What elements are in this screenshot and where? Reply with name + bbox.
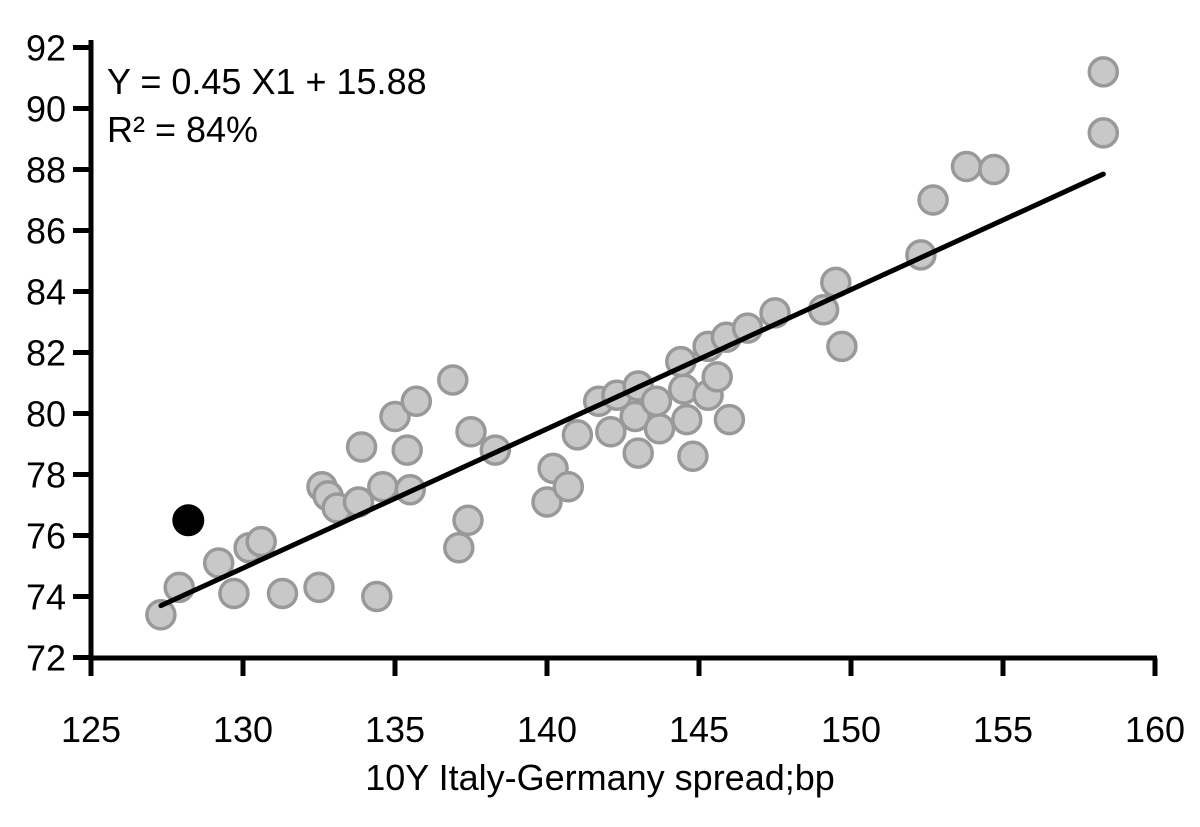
data-point: [531, 486, 563, 518]
data-point: [1087, 56, 1120, 88]
axes: 72 74 76 78 80 82 84 86 88 90 92 125 130 135 140 145 150…: [26, 28, 1185, 751]
data-point: [561, 419, 594, 451]
data-point: [266, 577, 299, 610]
x-tick-label: 160: [1125, 709, 1185, 750]
x-tick-label: 155: [973, 709, 1033, 750]
x-tick-label: 125: [61, 709, 121, 750]
regression-line: [158, 171, 1106, 609]
y-tick-label: 88: [26, 150, 66, 191]
y-tick-label: 76: [26, 516, 66, 557]
data-point: [1087, 117, 1120, 149]
y-tick-label: 86: [26, 211, 66, 252]
data-point: [671, 403, 703, 436]
equation-label: Y = 0.45 X1 + 15.88: [107, 61, 427, 102]
data-point: [677, 440, 709, 472]
data-point: [713, 403, 746, 436]
x-axis-title: 10Y Italy-Germany spread;bp: [365, 757, 835, 798]
data-point: [622, 437, 654, 469]
x-tick-label: 145: [669, 709, 729, 750]
highlighted-data-point: [172, 504, 205, 537]
data-point: [950, 150, 983, 183]
data-point: [643, 413, 676, 445]
data-point: [595, 416, 627, 448]
regression-line-layer: [158, 171, 1106, 609]
data-point: [619, 400, 651, 433]
r-squared-label: R² = 84%: [107, 109, 258, 150]
x-tick-label: 130: [213, 709, 273, 750]
x-tick-label: 140: [517, 709, 577, 750]
x-tick-label: 150: [821, 709, 881, 750]
data-point: [443, 531, 475, 564]
x-tick-label: 135: [365, 709, 425, 750]
data-point: [245, 525, 277, 558]
y-tick-label: 82: [26, 333, 66, 374]
data-point: [917, 184, 949, 216]
data-point: [218, 577, 250, 610]
data-point: [361, 580, 393, 613]
y-tick-label: 92: [26, 28, 66, 69]
y-tick-label: 80: [26, 394, 66, 435]
data-point: [552, 470, 585, 503]
y-tick-label: 74: [26, 577, 66, 618]
data-point: [391, 434, 423, 466]
data-point: [400, 385, 433, 418]
data-point: [455, 416, 487, 448]
data-point: [303, 571, 335, 604]
data-point: [978, 153, 1010, 186]
data-point: [437, 364, 469, 396]
data-point: [367, 470, 399, 503]
y-tick-label: 90: [26, 89, 66, 130]
data-point: [345, 431, 378, 463]
data-point: [145, 599, 177, 631]
y-tick-label: 84: [26, 272, 66, 313]
data-point: [701, 361, 733, 393]
data-point: [379, 400, 411, 433]
data-point: [640, 385, 673, 418]
data-point: [452, 504, 484, 537]
y-tick-label: 72: [26, 638, 66, 679]
y-tick-label: 78: [26, 455, 66, 496]
data-point: [826, 330, 858, 363]
